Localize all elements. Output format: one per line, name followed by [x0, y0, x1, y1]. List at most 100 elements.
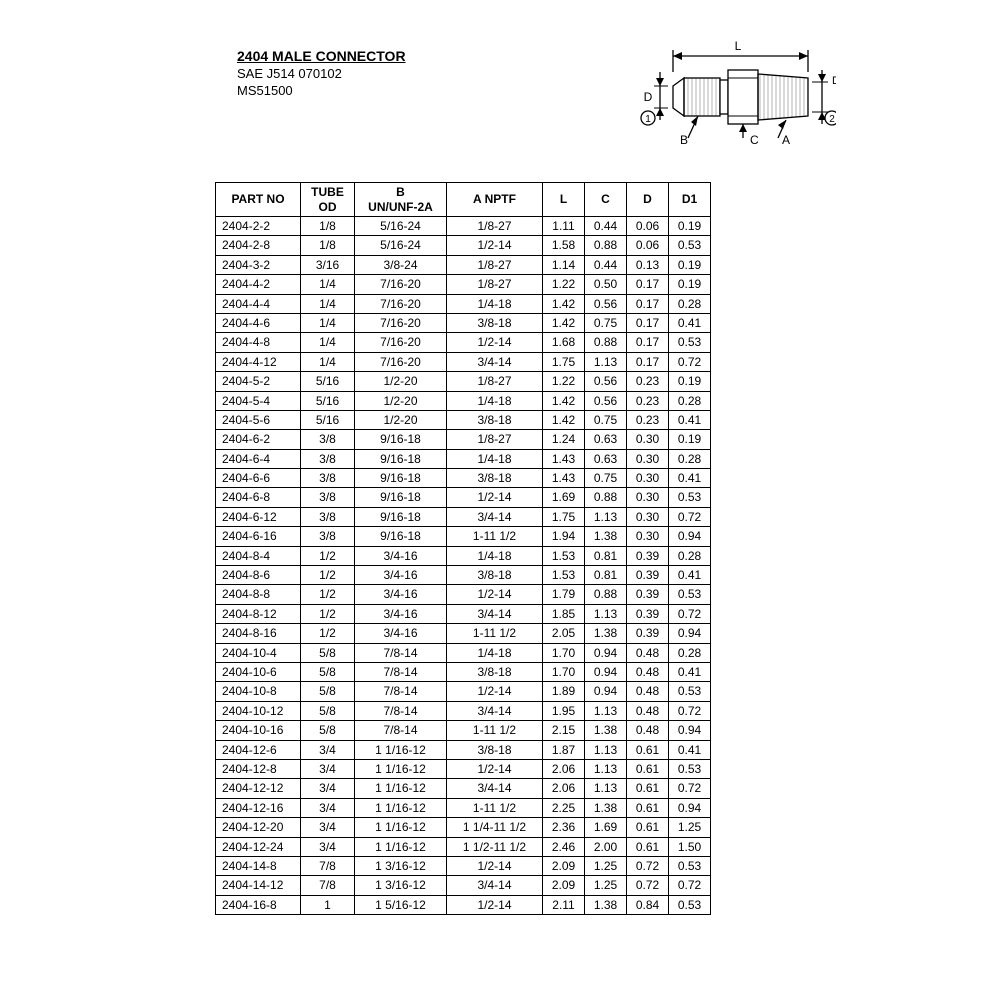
table-cell: 2.46 [543, 837, 585, 856]
table-cell: 1/4 [301, 275, 355, 294]
table-cell: 0.94 [585, 662, 627, 681]
table-row: 2404-12-203/41 1/16-121 1/4-11 1/22.361.… [216, 818, 711, 837]
table-cell: 1.25 [585, 856, 627, 875]
table-cell: 0.19 [669, 372, 711, 391]
table-cell: 1.38 [585, 624, 627, 643]
table-row: 2404-6-123/89/16-183/4-141.751.130.300.7… [216, 507, 711, 526]
table-cell: 0.28 [669, 294, 711, 313]
table-cell: 3/4-14 [447, 779, 543, 798]
table-cell: 0.30 [627, 430, 669, 449]
table-cell: 9/16-18 [355, 449, 447, 468]
table-row: 2404-14-87/81 3/16-121/2-142.091.250.720… [216, 856, 711, 875]
table-cell: 1 1/16-12 [355, 759, 447, 778]
table-cell: 7/8-14 [355, 643, 447, 662]
table-cell: 2404-8-6 [216, 566, 301, 585]
table-cell: 0.84 [627, 895, 669, 914]
table-cell: 2404-8-12 [216, 604, 301, 623]
table-cell: 2404-4-8 [216, 333, 301, 352]
table-cell: 2404-8-8 [216, 585, 301, 604]
table-cell: 1.43 [543, 469, 585, 488]
table-cell: 2404-4-2 [216, 275, 301, 294]
table-row: 2404-5-25/161/2-201/8-271.220.560.230.19 [216, 372, 711, 391]
table-cell: 2404-10-16 [216, 721, 301, 740]
table-cell: 0.17 [627, 294, 669, 313]
table-cell: 3/4 [301, 779, 355, 798]
table-cell: 1-11 1/2 [447, 721, 543, 740]
table-cell: 3/4-14 [447, 876, 543, 895]
table-cell: 1.68 [543, 333, 585, 352]
table-cell: 3/4-16 [355, 585, 447, 604]
table-cell: 0.81 [585, 566, 627, 585]
table-cell: 1 1/16-12 [355, 740, 447, 759]
table-cell: 1.79 [543, 585, 585, 604]
table-cell: 7/16-20 [355, 275, 447, 294]
table-cell: 1.13 [585, 759, 627, 778]
table-cell: 2404-6-6 [216, 469, 301, 488]
table-cell: 3/4-16 [355, 546, 447, 565]
table-cell: 2404-4-12 [216, 352, 301, 371]
table-cell: 5/8 [301, 682, 355, 701]
table-row: 2404-16-811 5/16-121/2-142.111.380.840.5… [216, 895, 711, 914]
table-cell: 1/8 [301, 217, 355, 236]
table-cell: 2404-4-4 [216, 294, 301, 313]
table-row: 2404-4-41/47/16-201/4-181.420.560.170.28 [216, 294, 711, 313]
table-cell: 0.56 [585, 294, 627, 313]
table-cell: 3/4 [301, 740, 355, 759]
table-cell: 0.61 [627, 818, 669, 837]
table-cell: 1/8-27 [447, 430, 543, 449]
table-cell: 1.24 [543, 430, 585, 449]
table-cell: 0.30 [627, 469, 669, 488]
table-cell: 0.41 [669, 662, 711, 681]
table-cell: 1/2-14 [447, 682, 543, 701]
table-cell: 0.88 [585, 488, 627, 507]
table-cell: 3/4-14 [447, 701, 543, 720]
table-cell: 2404-16-8 [216, 895, 301, 914]
table-row: 2404-2-81/85/16-241/2-141.580.880.060.53 [216, 236, 711, 255]
table-cell: 0.53 [669, 333, 711, 352]
table-cell: 0.17 [627, 313, 669, 332]
table-cell: 2404-6-8 [216, 488, 301, 507]
table-cell: 0.53 [669, 488, 711, 507]
subtitle-ms: MS51500 [237, 83, 406, 98]
table-row: 2404-4-21/47/16-201/8-271.220.500.170.19 [216, 275, 711, 294]
table-cell: 2404-6-16 [216, 527, 301, 546]
table-cell: 0.41 [669, 740, 711, 759]
table-cell: 0.56 [585, 372, 627, 391]
table-cell: 2404-12-16 [216, 798, 301, 817]
table-cell: 3/4-16 [355, 604, 447, 623]
table-cell: 1.22 [543, 372, 585, 391]
table-cell: 0.39 [627, 585, 669, 604]
table-cell: 1/2-14 [447, 585, 543, 604]
table-row: 2404-10-165/87/8-141-11 1/22.151.380.480… [216, 721, 711, 740]
table-cell: 2404-12-12 [216, 779, 301, 798]
table-cell: 3/8-24 [355, 255, 447, 274]
table-cell: 0.28 [669, 449, 711, 468]
table-row: 2404-10-125/87/8-143/4-141.951.130.480.7… [216, 701, 711, 720]
table-cell: 1/2-14 [447, 333, 543, 352]
table-cell: 1.13 [585, 507, 627, 526]
table-cell: 7/8-14 [355, 701, 447, 720]
table-cell: 1.14 [543, 255, 585, 274]
table-cell: 3/8-18 [447, 469, 543, 488]
table-cell: 1.75 [543, 352, 585, 371]
table-cell: 2404-2-8 [216, 236, 301, 255]
table-cell: 1/4 [301, 313, 355, 332]
table-cell: 0.88 [585, 333, 627, 352]
table-cell: 0.88 [585, 585, 627, 604]
table-cell: 7/8 [301, 856, 355, 875]
table-row: 2404-10-45/87/8-141/4-181.700.940.480.28 [216, 643, 711, 662]
table-cell: 1/2-14 [447, 236, 543, 255]
table-cell: 0.30 [627, 507, 669, 526]
table-cell: 1.38 [585, 721, 627, 740]
table-cell: 1/8 [301, 236, 355, 255]
table-cell: 0.94 [669, 527, 711, 546]
table-row: 2404-12-83/41 1/16-121/2-142.061.130.610… [216, 759, 711, 778]
table-cell: 0.48 [627, 721, 669, 740]
table-cell: 0.23 [627, 372, 669, 391]
table-cell: 2404-5-2 [216, 372, 301, 391]
table-cell: 1/8-27 [447, 275, 543, 294]
table-cell: 1/4-18 [447, 391, 543, 410]
table-cell: 0.17 [627, 275, 669, 294]
table-cell: 1.69 [543, 488, 585, 507]
table-cell: 1.38 [585, 527, 627, 546]
